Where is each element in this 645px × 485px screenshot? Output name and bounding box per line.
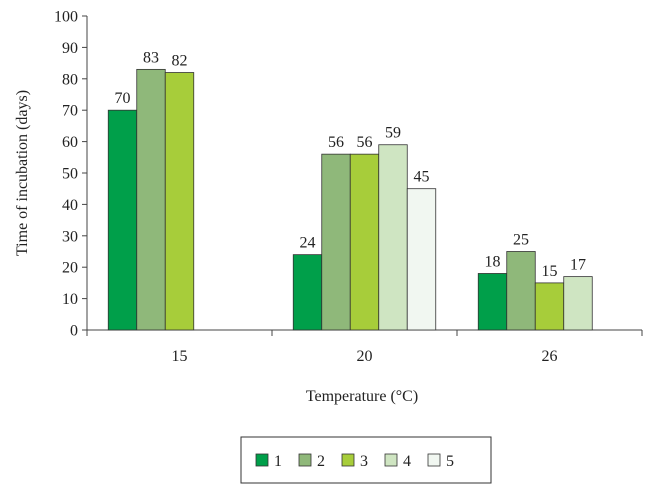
bar (321, 153, 351, 331)
y-axis-title: Time of incubation (days) (14, 90, 31, 256)
bars (107, 68, 593, 331)
x-axis-title: Temperature (°C) (306, 388, 418, 405)
bar (506, 251, 536, 331)
legend-label: 2 (317, 453, 325, 470)
legend-label: 3 (360, 453, 368, 470)
x-category-label: 26 (542, 348, 558, 365)
legend-swatch (255, 453, 269, 467)
data-label: 25 (513, 232, 529, 249)
bar (136, 68, 166, 331)
data-label: 56 (357, 134, 373, 151)
y-tick-label: 30 (62, 228, 78, 245)
y-tick-label: 100 (54, 9, 78, 26)
x-axis: 15 20 26 (86, 329, 643, 365)
data-label: 70 (115, 90, 131, 107)
y-tick-label: 50 (62, 166, 78, 183)
legend-item: 4 (384, 453, 411, 470)
legend: 1 2 3 4 5 (240, 436, 492, 484)
legend-label: 1 (274, 453, 282, 470)
data-label: 56 (328, 134, 344, 151)
legend-swatch (384, 453, 398, 467)
legend-swatch (298, 453, 312, 467)
bar (292, 254, 323, 331)
legend-label: 5 (446, 453, 454, 470)
y-tick-label: 20 (62, 260, 78, 277)
bar (349, 153, 380, 331)
y-tick-label: 80 (62, 71, 78, 88)
bar (406, 188, 437, 331)
x-category-label: 15 (172, 348, 188, 365)
data-label: 17 (570, 257, 586, 274)
bar (563, 276, 593, 331)
y-tick-label: 10 (62, 291, 78, 308)
y-axis: 0 10 20 30 40 50 60 70 80 90 100 (54, 9, 88, 340)
bar (107, 109, 138, 331)
legend-item: 3 (341, 453, 368, 470)
data-label: 45 (414, 169, 430, 186)
y-tick-label: 0 (70, 323, 78, 340)
data-label: 83 (143, 49, 159, 66)
bar (378, 144, 408, 331)
legend-swatch (341, 453, 355, 467)
x-category-label: 20 (357, 348, 373, 365)
data-label: 59 (385, 125, 401, 142)
bar (477, 273, 508, 331)
data-labels: 70 83 82 24 56 56 59 45 18 25 15 17 (115, 49, 587, 280)
data-label: 18 (485, 253, 501, 270)
legend-item: 5 (427, 453, 454, 470)
y-tick-label: 60 (62, 134, 78, 151)
legend-item: 2 (298, 453, 325, 470)
bar (534, 282, 565, 331)
data-label: 15 (542, 263, 558, 280)
bar (164, 72, 195, 331)
legend-box (240, 436, 492, 484)
y-tick-label: 90 (62, 40, 78, 57)
legend-label: 4 (403, 453, 411, 470)
legend-swatch (427, 453, 441, 467)
data-label: 82 (172, 53, 188, 70)
y-tick-label: 70 (62, 103, 78, 120)
legend-item: 1 (255, 453, 282, 470)
data-label: 24 (300, 235, 316, 252)
y-tick-label: 40 (62, 197, 78, 214)
